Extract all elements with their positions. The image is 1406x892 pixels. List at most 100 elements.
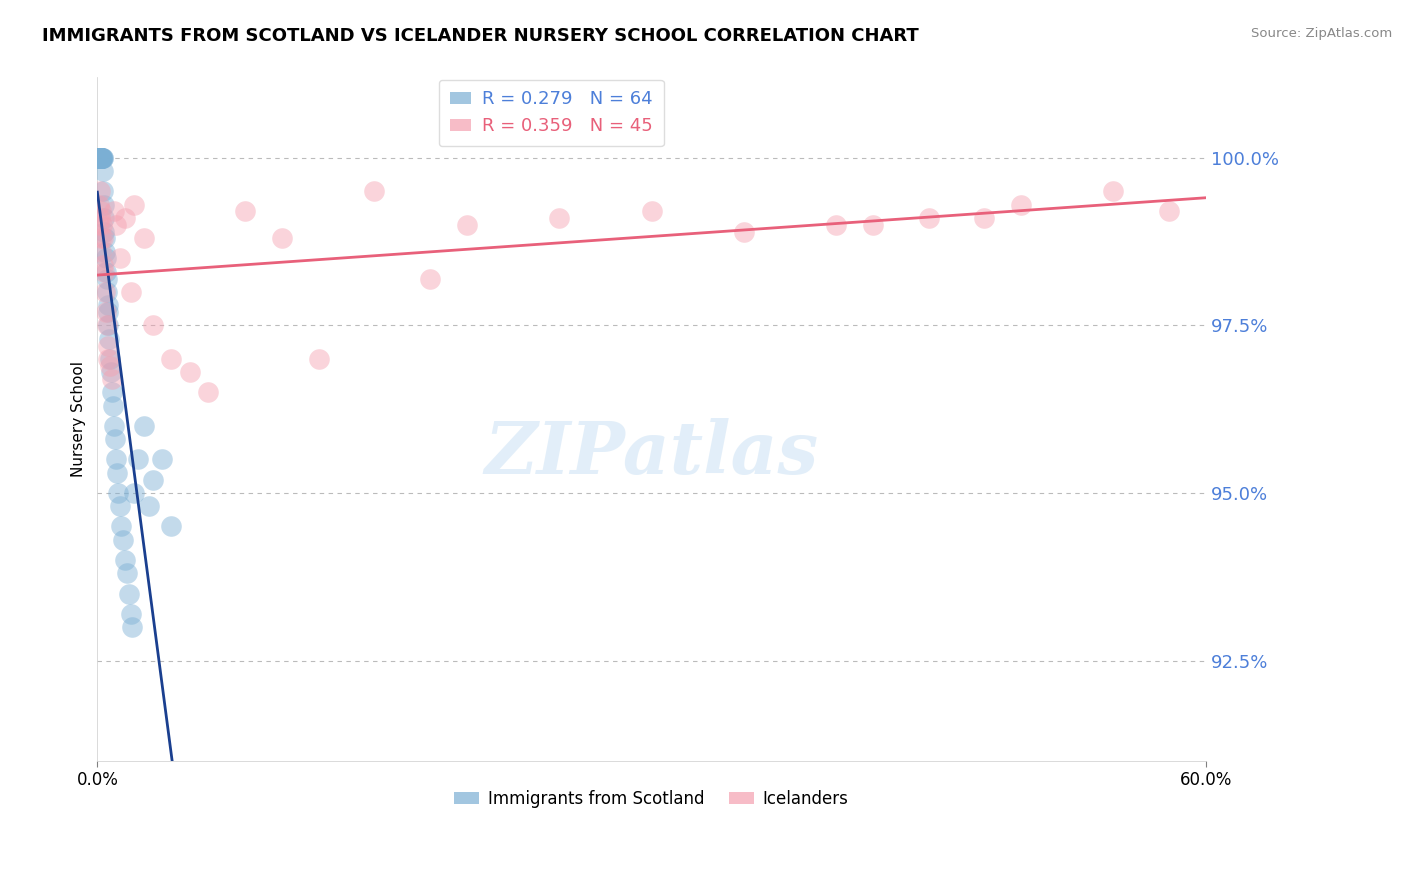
- Y-axis label: Nursery School: Nursery School: [72, 361, 86, 477]
- Point: [103, 204, 125, 219]
- Point: [1010, 198, 1032, 212]
- Point: [91, 151, 114, 165]
- Legend: Immigrants from Scotland, Icelanders: Immigrants from Scotland, Icelanders: [449, 783, 855, 814]
- Point: [1157, 204, 1180, 219]
- Point: [97, 305, 120, 319]
- Point: [90, 244, 112, 259]
- Point: [640, 204, 662, 219]
- Point: [93, 198, 115, 212]
- Point: [104, 452, 127, 467]
- Point: [96, 271, 118, 285]
- Point: [108, 252, 131, 266]
- Point: [124, 486, 146, 500]
- Point: [93, 211, 115, 226]
- Point: [89, 151, 111, 165]
- Point: [160, 519, 183, 533]
- Point: [160, 351, 183, 366]
- Point: [121, 620, 143, 634]
- Point: [90, 151, 112, 165]
- Point: [1102, 185, 1125, 199]
- Point: [87, 151, 110, 165]
- Point: [87, 151, 110, 165]
- Point: [142, 318, 165, 333]
- Point: [89, 218, 111, 232]
- Point: [96, 285, 118, 299]
- Point: [105, 466, 128, 480]
- Point: [917, 211, 939, 226]
- Point: [110, 519, 132, 533]
- Point: [91, 151, 114, 165]
- Point: [179, 365, 201, 379]
- Text: IMMIGRANTS FROM SCOTLAND VS ICELANDER NURSERY SCHOOL CORRELATION CHART: IMMIGRANTS FROM SCOTLAND VS ICELANDER NU…: [42, 27, 920, 45]
- Point: [101, 385, 124, 400]
- Point: [98, 332, 121, 346]
- Point: [363, 185, 385, 199]
- Point: [90, 151, 112, 165]
- Point: [94, 252, 117, 266]
- Point: [973, 211, 995, 226]
- Point: [150, 452, 173, 467]
- Point: [101, 372, 124, 386]
- Point: [104, 433, 127, 447]
- Point: [101, 399, 124, 413]
- Point: [115, 566, 138, 581]
- Point: [548, 211, 571, 226]
- Point: [89, 151, 111, 165]
- Point: [90, 204, 112, 219]
- Point: [91, 218, 114, 232]
- Point: [96, 265, 118, 279]
- Point: [142, 473, 165, 487]
- Point: [94, 244, 117, 259]
- Point: [89, 151, 111, 165]
- Point: [89, 211, 111, 226]
- Point: [98, 351, 121, 366]
- Point: [96, 298, 118, 312]
- Text: ZIPatlas: ZIPatlas: [485, 418, 818, 489]
- Point: [90, 151, 112, 165]
- Point: [91, 151, 114, 165]
- Point: [89, 151, 111, 165]
- Point: [90, 151, 112, 165]
- Point: [90, 151, 112, 165]
- Point: [87, 198, 110, 212]
- Point: [733, 225, 755, 239]
- Point: [132, 231, 155, 245]
- Point: [100, 365, 122, 379]
- Point: [93, 231, 115, 245]
- Point: [112, 533, 135, 547]
- Point: [96, 318, 118, 333]
- Point: [138, 500, 160, 514]
- Point: [114, 211, 136, 226]
- Text: Source: ZipAtlas.com: Source: ZipAtlas.com: [1251, 27, 1392, 40]
- Point: [89, 185, 111, 199]
- Point: [97, 351, 120, 366]
- Point: [87, 151, 110, 165]
- Point: [91, 164, 114, 178]
- Point: [91, 151, 114, 165]
- Point: [107, 486, 129, 500]
- Point: [90, 151, 112, 165]
- Point: [89, 151, 111, 165]
- Point: [114, 553, 136, 567]
- Point: [89, 151, 111, 165]
- Point: [90, 151, 112, 165]
- Point: [91, 258, 114, 272]
- Point: [271, 231, 294, 245]
- Point: [132, 419, 155, 434]
- Point: [103, 419, 125, 434]
- Point: [98, 359, 121, 373]
- Point: [124, 198, 146, 212]
- Point: [197, 385, 219, 400]
- Point: [96, 338, 118, 352]
- Point: [93, 285, 115, 299]
- Point: [91, 231, 114, 245]
- Point: [120, 285, 142, 299]
- Point: [89, 151, 111, 165]
- Point: [87, 151, 110, 165]
- Point: [120, 607, 142, 621]
- Point: [93, 265, 115, 279]
- Point: [91, 185, 114, 199]
- Point: [94, 305, 117, 319]
- Point: [93, 225, 115, 239]
- Point: [825, 218, 848, 232]
